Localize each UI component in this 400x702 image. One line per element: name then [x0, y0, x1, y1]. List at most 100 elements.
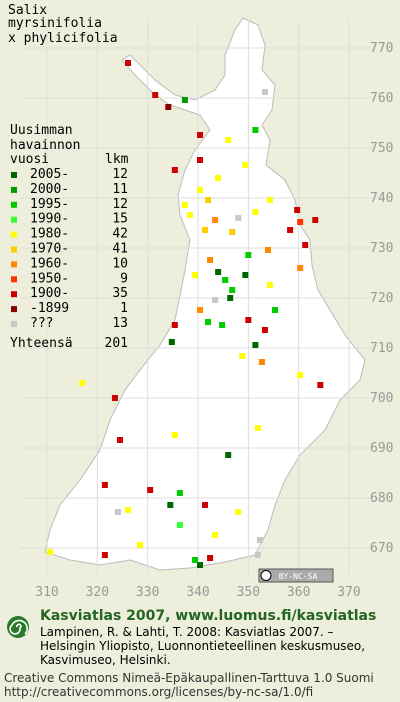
observation	[181, 202, 188, 208]
observation	[165, 104, 172, 110]
observation	[225, 137, 232, 143]
y-tick-label: 690	[370, 441, 393, 456]
observation	[245, 252, 252, 258]
observation	[191, 557, 198, 563]
observation	[212, 532, 219, 538]
legend-label: 2000-	[30, 182, 69, 197]
legend-swatch	[11, 246, 17, 253]
y-tick-label: 750	[370, 141, 393, 156]
legend-label: 2005-	[30, 167, 69, 182]
observation	[297, 372, 304, 378]
legend-swatch	[11, 321, 17, 327]
citation: Lampinen, R. & Lahti, T. 2008: Kasviatla…	[40, 625, 334, 639]
legend-count: 41	[112, 242, 128, 257]
legend-swatch	[11, 276, 17, 283]
observation	[116, 437, 123, 443]
y-tick-label: 670	[370, 541, 393, 556]
observation	[197, 307, 204, 313]
title: x phylicifolia	[8, 31, 118, 46]
observation	[297, 219, 304, 225]
observation	[252, 209, 259, 215]
y-tick-label: 770	[370, 41, 393, 56]
observation	[212, 217, 219, 223]
observation	[212, 297, 219, 303]
legend-total: 201	[105, 336, 128, 351]
observation	[222, 277, 229, 283]
x-tick-label: 370	[337, 585, 360, 600]
observation	[215, 175, 222, 181]
legend-swatch	[11, 172, 17, 178]
observation	[229, 229, 236, 235]
citation: Kasvimuseo, Helsinki.	[40, 653, 171, 667]
observation	[242, 272, 249, 278]
observation	[101, 552, 108, 558]
legend-swatch	[11, 306, 17, 313]
observation	[168, 339, 175, 345]
legend-count: 35	[112, 286, 128, 301]
observation	[181, 97, 188, 103]
observation	[272, 307, 279, 313]
footer-heading: Kasviatlas 2007, www.luomus.fi/kasviatla…	[40, 608, 376, 624]
legend-swatch	[11, 216, 17, 223]
observation	[137, 542, 144, 548]
observation	[312, 217, 319, 223]
legend-header: vuosi	[10, 152, 49, 167]
observation	[125, 507, 132, 513]
title: Salix	[8, 3, 47, 18]
observation	[114, 509, 121, 515]
observation	[197, 187, 204, 193]
observation	[176, 490, 183, 496]
legend-label: ???	[30, 316, 53, 331]
legend-count: 12	[112, 197, 128, 212]
observation	[79, 380, 86, 386]
observation	[239, 353, 246, 359]
legend-label: 1960-	[30, 256, 69, 271]
y-tick-label: 760	[370, 91, 393, 106]
legend-count: 1	[120, 301, 128, 316]
observation	[266, 282, 273, 288]
y-tick-label: 680	[370, 491, 393, 506]
observation	[261, 89, 268, 95]
observation	[171, 167, 178, 173]
x-tick-label: 350	[237, 585, 260, 600]
observation	[171, 322, 178, 328]
title: myrsinifolia	[8, 16, 102, 31]
legend-count: 15	[112, 212, 128, 227]
legend-count: 10	[112, 256, 128, 271]
legend-label: 1950-	[30, 271, 69, 286]
legend-count: 12	[112, 167, 128, 182]
legend-label: 1995-	[30, 197, 69, 212]
observation	[252, 127, 259, 133]
observation	[205, 319, 212, 325]
observation	[294, 207, 301, 213]
y-tick-label: 700	[370, 391, 393, 406]
observation	[261, 327, 268, 333]
observation	[254, 552, 261, 558]
observation	[207, 555, 214, 561]
observation	[207, 257, 214, 263]
legend-swatch	[11, 291, 17, 298]
legend-header: Uusimman	[10, 123, 73, 138]
observation	[297, 265, 304, 271]
observation	[245, 317, 252, 323]
legend-swatch	[11, 186, 17, 193]
x-tick-label: 320	[86, 585, 109, 600]
observation	[252, 342, 259, 348]
observation	[152, 92, 159, 98]
observation	[147, 487, 154, 493]
observation	[176, 522, 183, 528]
citation: Helsingin Yliopisto, Luonnontieteellinen…	[40, 639, 365, 653]
legend-count: 11	[112, 182, 128, 197]
legend-count: 42	[112, 227, 128, 242]
observation	[264, 247, 271, 253]
observation	[266, 197, 273, 203]
observation	[317, 382, 324, 388]
legend-label: -1899	[30, 301, 69, 316]
legend-label: 1980-	[30, 227, 69, 242]
license: Creative Commons Nimeä-Epäkaupallinen-Ta…	[4, 671, 374, 685]
legend-swatch	[11, 201, 17, 208]
y-tick-label: 720	[370, 291, 393, 306]
y-tick-label: 710	[370, 341, 393, 356]
